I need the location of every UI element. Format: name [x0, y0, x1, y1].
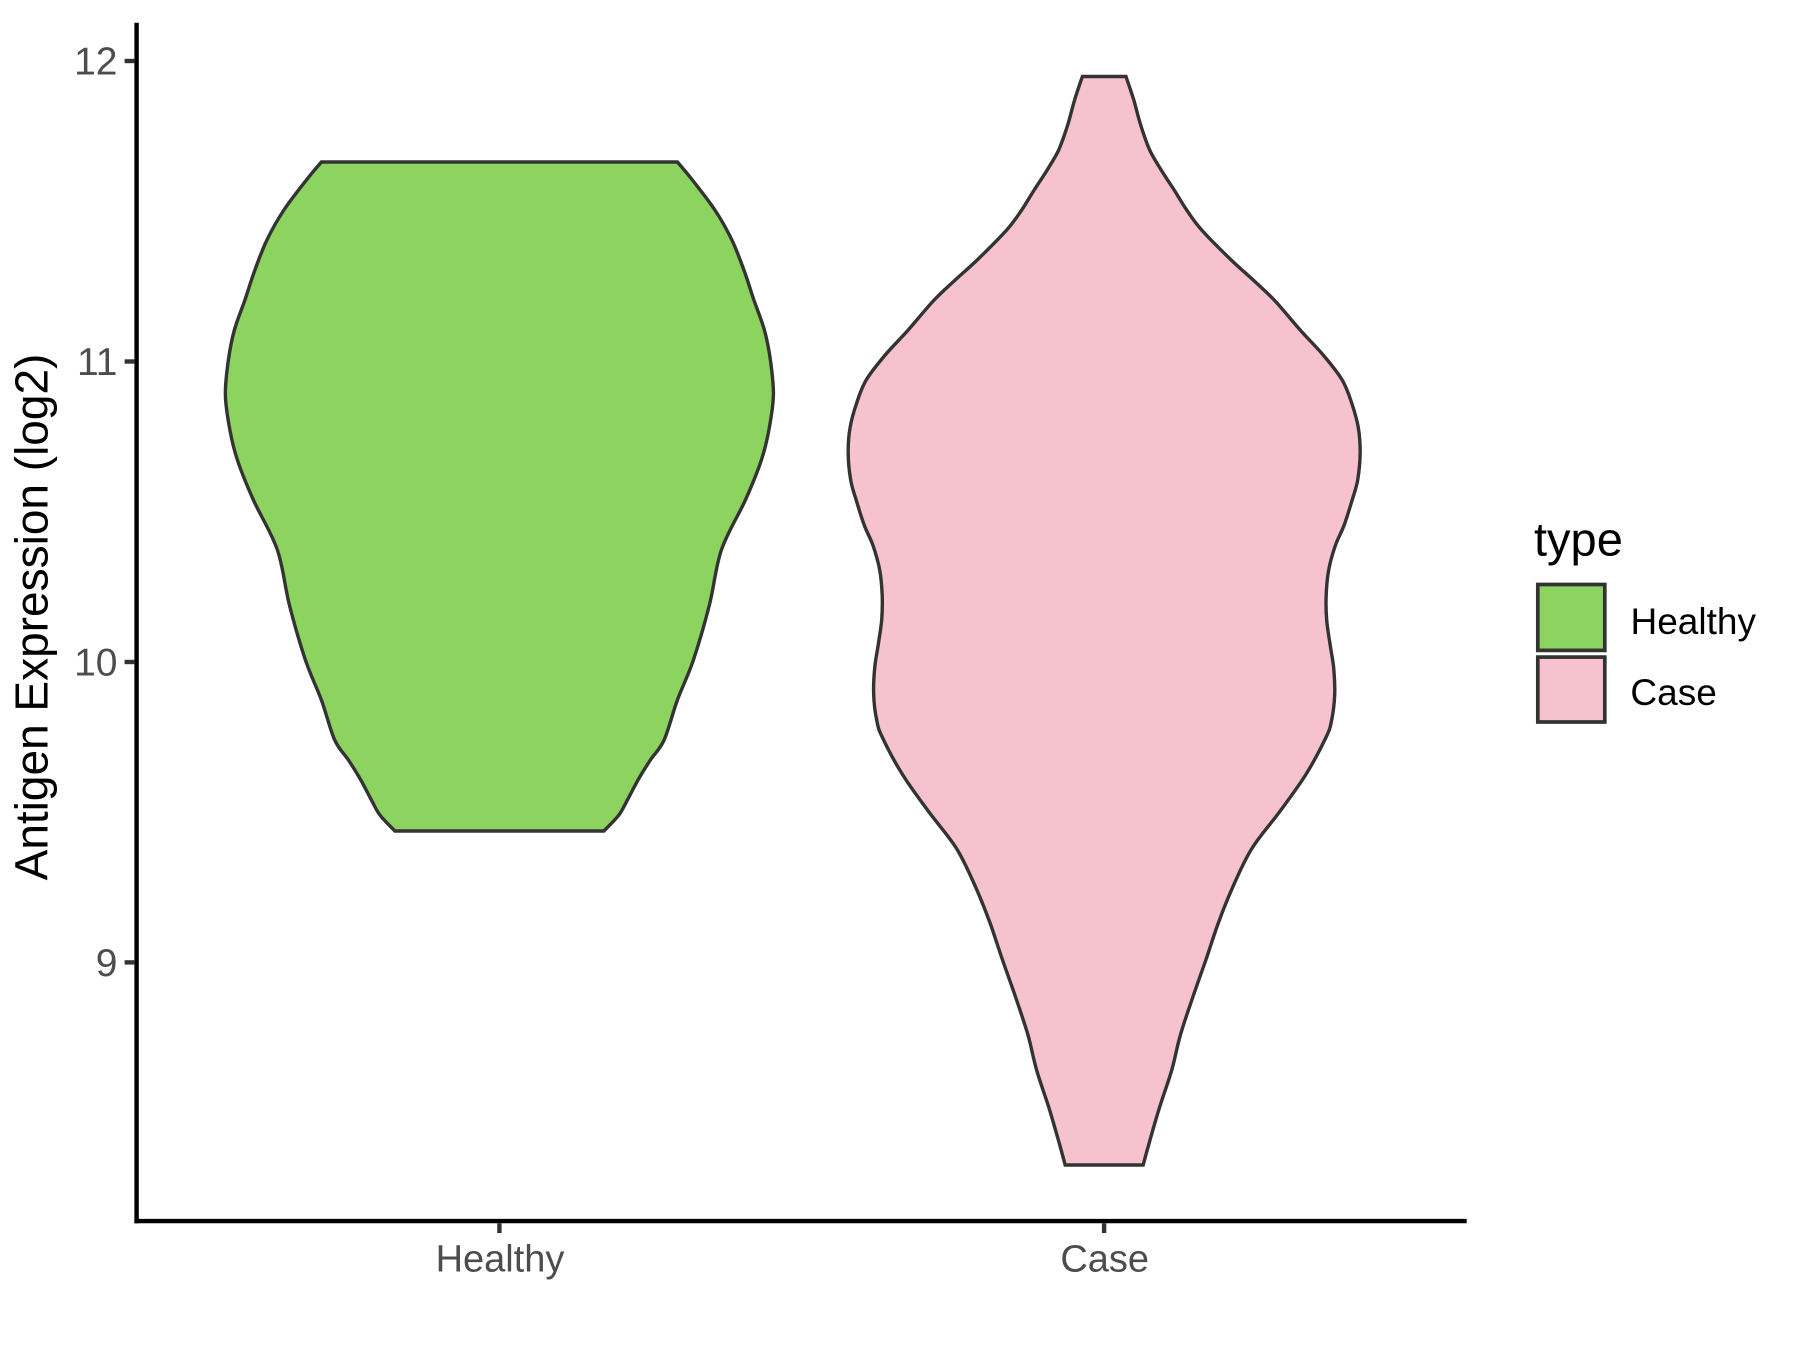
svg-text:Case: Case [1630, 672, 1716, 713]
svg-text:Antigen Expression (log2): Antigen Expression (log2) [6, 354, 58, 881]
svg-text:Healthy: Healthy [1631, 601, 1757, 642]
svg-text:type: type [1534, 513, 1623, 566]
svg-text:12: 12 [74, 41, 117, 84]
svg-text:Case: Case [1060, 1239, 1149, 1281]
svg-text:Healthy: Healthy [436, 1239, 565, 1281]
svg-text:11: 11 [77, 341, 118, 384]
svg-text:9: 9 [96, 942, 118, 985]
svg-text:10: 10 [74, 642, 117, 685]
